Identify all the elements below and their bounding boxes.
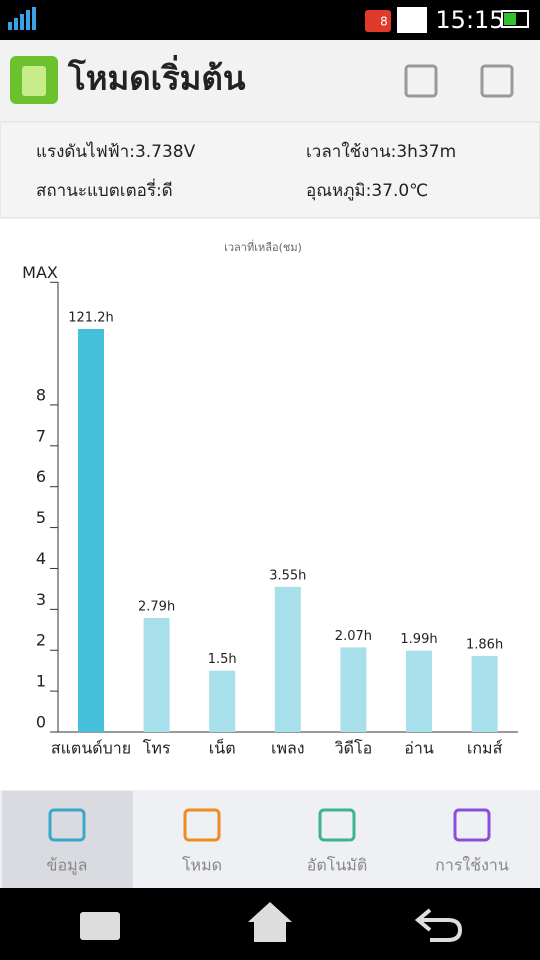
edit-button[interactable] <box>480 64 514 98</box>
value-label: 1.5h <box>208 652 237 667</box>
app-icon-battery <box>22 66 46 96</box>
y-tick-label: 5 <box>36 508 46 527</box>
tab-icon <box>318 808 356 842</box>
tab-label: อัตโนมัติ <box>307 856 367 875</box>
tab-label: ข้อมูล <box>47 856 88 876</box>
chart: เวลาที่เหลือ(ชม) 0 1 2 3 4 5 6 7 8 MAX สแตนด์บาย 12… <box>22 239 518 758</box>
bar <box>406 650 432 732</box>
header <box>0 40 540 122</box>
clock: 15:15 <box>435 6 504 34</box>
tab-icon <box>183 808 221 842</box>
x-tick-label: เกมส์ <box>467 739 503 758</box>
bar <box>143 617 170 732</box>
tab-label: การใช้งาน <box>435 856 509 875</box>
y-tick-label: 4 <box>36 549 46 568</box>
x-tick-label: เน็ต <box>209 738 236 758</box>
voltage: แรงดันไฟฟ้า:3.738V <box>36 141 196 162</box>
value-label: 3.55h <box>269 568 306 583</box>
value-label: 121.2h <box>68 311 113 326</box>
value-label: 1.86h <box>466 637 503 652</box>
value-label: 2.79h <box>138 599 175 614</box>
tab-label: โหมด <box>182 856 222 875</box>
value-label: 1.99h <box>400 632 437 647</box>
chart-subtitle: เวลาที่เหลือ(ชม) <box>224 239 302 254</box>
badge: 8 <box>380 15 388 29</box>
bar <box>274 586 301 732</box>
x-tick-label: อ่าน <box>404 739 434 758</box>
bar <box>340 647 367 732</box>
y-tick-label: 7 <box>36 426 46 445</box>
bar <box>78 329 104 732</box>
back-button[interactable] <box>414 908 463 942</box>
y-tick-label: 1 <box>36 672 46 691</box>
home-button[interactable] <box>248 902 292 942</box>
bar <box>209 670 236 732</box>
signal <box>8 7 36 30</box>
battery <box>501 10 529 28</box>
notification <box>365 10 391 32</box>
info-panel <box>0 121 540 219</box>
y-tick-label: 0 <box>36 713 46 732</box>
x-tick-label: สแตนด์บาย <box>51 739 131 758</box>
y-tick-label: 8 <box>36 385 46 404</box>
recent-button[interactable] <box>80 912 120 940</box>
temperature: อุณหภูมิ:37.0℃ <box>306 181 428 201</box>
x-tick-label: วิดีโอ <box>335 739 373 758</box>
tab-icon <box>453 808 491 842</box>
y-tick-label: 2 <box>36 631 46 650</box>
bar <box>471 655 498 732</box>
image-icon <box>397 7 427 33</box>
usage-time: เวลาใช้งาน:3h37m <box>306 141 456 162</box>
x-tick-label: โทร <box>143 739 171 758</box>
status-bar <box>0 0 540 40</box>
battery-level <box>504 13 516 25</box>
header-title: โหมดเริ่มต้น <box>67 55 246 98</box>
value-label: 2.07h <box>335 629 372 644</box>
y-tick-label: 3 <box>36 590 46 609</box>
x-tick-label: เพลง <box>271 739 305 758</box>
y-tick-label: 6 <box>36 467 46 486</box>
tab-icon <box>48 808 86 842</box>
y-tick-label: MAX <box>22 263 58 282</box>
export-button[interactable] <box>404 64 438 98</box>
battery-status: สถานะแบตเตอรี่:ดี <box>36 178 173 201</box>
